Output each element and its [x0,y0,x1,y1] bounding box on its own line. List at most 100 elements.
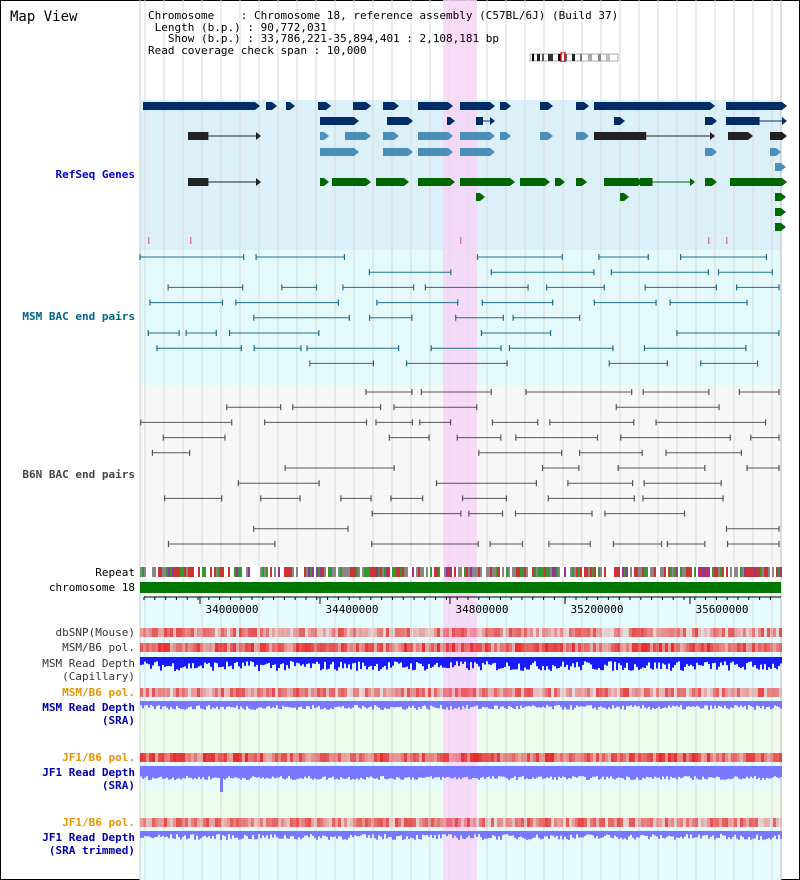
polymorphism-cell [377,688,380,697]
label-jf1-depth-trimmed: JF1 Read Depth (SRA trimmed) [42,831,135,857]
chromosome-ideogram[interactable] [528,52,620,62]
read-depth-bar [140,701,142,706]
read-depth-bar [160,701,162,710]
polymorphism-cell [443,818,446,827]
read-depth-bar [458,831,460,840]
polymorphism-cell [383,753,386,762]
read-depth-bar [232,766,234,779]
read-depth-bar [298,657,300,664]
read-depth-bar [258,701,260,708]
gene-arrow [256,178,261,186]
show-value: 33,786,221-35,894,401 : 2,108,181 bp [260,32,500,45]
polymorphism-cell [527,628,530,637]
read-depth-bar [562,831,564,840]
polymorphism-cell [620,753,623,762]
polymorphism-cell [686,628,689,637]
polymorphism-cell [251,818,254,827]
gene-exon [383,102,394,110]
repeat-feature [400,567,402,577]
repeat-feature [694,567,696,577]
polymorphism-cell [392,643,395,652]
polymorphism-cell [551,753,554,762]
read-depth-bar [214,657,216,663]
polymorphism-cell [299,688,302,697]
read-depth-bar [256,701,258,709]
polymorphism-cell [482,643,485,652]
read-depth-bar [514,766,516,777]
read-depth-bar [376,831,378,840]
polymorphism-cell [245,628,248,637]
read-depth-bar [272,831,274,838]
read-depth-bar [276,831,278,838]
read-depth-bar [624,766,626,780]
read-depth-bar [382,657,384,668]
polymorphism-cell [314,688,317,697]
polymorphism-cell [362,628,365,637]
label-b6n-bac-end-pairs: B6N BAC end pairs [22,468,135,481]
polymorphism-cell [638,753,641,762]
read-depth-bar [168,701,170,710]
read-depth-bar [678,701,680,707]
polymorphism-cell [725,753,728,762]
polymorphism-cell [746,688,749,697]
polymorphism-cell [317,628,320,637]
read-depth-bar [612,701,614,706]
read-depth-bar [410,701,412,708]
polymorphism-cell [437,628,440,637]
polymorphism-cell [170,628,173,637]
read-depth-bar [170,657,172,667]
read-depth-bar [242,657,244,663]
repeat-feature [176,567,178,577]
polymorphism-cell [524,818,527,827]
polymorphism-cell [194,753,197,762]
read-depth-bar [260,831,262,839]
polymorphism-cell [152,628,155,637]
gene-exon [775,193,781,201]
repeat-feature [484,567,486,577]
read-depth-bar [456,701,458,709]
read-depth-bar [660,831,662,836]
read-depth-bar [300,701,302,707]
repeat-feature [246,567,248,577]
read-depth-bar [722,701,724,709]
polymorphism-cell [734,753,737,762]
polymorphism-cell [506,818,509,827]
repeat-feature [282,567,284,577]
read-depth-bar [330,831,332,837]
polymorphism-cell [296,643,299,652]
polymorphism-cell [311,818,314,827]
read-depth-bar [288,657,290,669]
repeat-feature [394,567,396,577]
read-depth-bar [140,831,142,838]
read-depth-bar [154,766,156,779]
repeat-feature [422,567,424,577]
read-depth-bar [532,831,534,839]
polymorphism-cell [455,688,458,697]
read-depth-bar [692,766,694,780]
read-depth-bar [452,831,454,838]
read-depth-bar [714,831,716,840]
read-depth-bar [232,831,234,836]
polymorphism-cell [686,818,689,827]
read-depth-bar [272,657,274,665]
polymorphism-cell [161,688,164,697]
read-depth-bar [594,766,596,777]
polymorphism-cell [404,818,407,827]
read-depth-bar [492,657,494,664]
polymorphism-cell [209,753,212,762]
read-depth-bar [726,701,728,709]
read-depth-bar [762,657,764,670]
polymorphism-cell [317,818,320,827]
read-depth-bar [314,766,316,779]
gene-exon [520,178,545,186]
polymorphism-cell [464,688,467,697]
read-depth-bar [482,701,484,707]
polymorphism-cell [548,753,551,762]
read-depth-bar [698,766,700,780]
selected-region-highlight [443,0,477,880]
polymorphism-cell [776,628,779,637]
read-depth-bar [726,766,728,780]
polymorphism-cell [530,688,533,697]
repeat-feature [188,567,190,577]
